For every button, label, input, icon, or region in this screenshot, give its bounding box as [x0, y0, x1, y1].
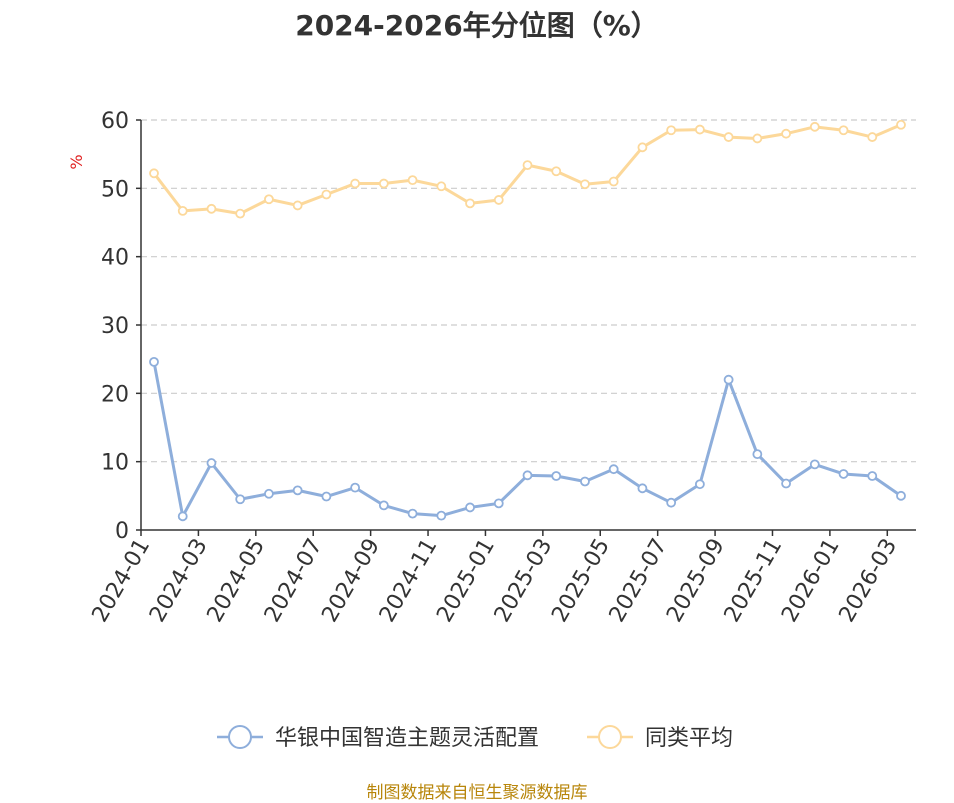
data-point: [551, 166, 562, 177]
data-point: [407, 175, 418, 186]
data-point: [465, 198, 475, 209]
chart-title: 2024-2026年分位图（%）: [295, 9, 659, 42]
data-point: [781, 128, 791, 139]
data-point: [666, 497, 677, 508]
y-tick-label: 50: [101, 177, 129, 202]
data-point: [809, 121, 820, 132]
data-point: [177, 511, 188, 522]
series-lines: [149, 119, 906, 522]
data-point: [694, 479, 705, 490]
y-tick-label: 40: [101, 246, 129, 271]
x-tick-label: 2026-03: [835, 535, 903, 627]
legend-marker-icon: [228, 725, 252, 749]
legend-item-1[interactable]: 同类平均: [587, 725, 733, 751]
data-point: [522, 470, 533, 481]
data-point: [838, 125, 849, 136]
data-point: [436, 510, 447, 521]
data-point: [637, 142, 648, 153]
data-point: [292, 200, 303, 211]
data-point: [149, 168, 159, 179]
data-point: [608, 176, 619, 187]
data-point: [206, 458, 217, 468]
data-point: [292, 485, 303, 496]
data-point: [896, 490, 906, 501]
data-point: [350, 178, 361, 189]
legend-marker-icon: [598, 725, 622, 749]
data-point: [809, 459, 820, 470]
y-axis-unit-label: %: [67, 154, 86, 169]
legend-label: 同类平均: [645, 726, 733, 751]
data-point: [723, 132, 734, 142]
data-point: [867, 132, 878, 142]
data-point: [493, 498, 504, 509]
legend-item-0[interactable]: 华银中国智造主题灵活配置: [217, 725, 539, 751]
data-point: [407, 508, 418, 519]
grid-lines: [141, 119, 916, 463]
data-point: [551, 471, 562, 481]
data-point: [867, 471, 878, 481]
y-tick-label: 10: [101, 451, 129, 476]
data-point: [781, 478, 791, 489]
data-point: [378, 178, 389, 189]
data-point: [580, 179, 590, 190]
data-point: [522, 160, 533, 171]
data-point: [235, 494, 246, 505]
legend[interactable]: 华银中国智造主题灵活配置 同类平均: [217, 725, 733, 751]
data-point: [608, 464, 619, 475]
data-point: [436, 181, 447, 192]
data-point: [838, 469, 849, 479]
data-point: [723, 374, 734, 385]
axes: 0102030405060%2024-012024-032024-052024-…: [67, 109, 916, 627]
y-tick-label: 30: [101, 314, 129, 339]
data-point: [465, 502, 475, 513]
data-point: [752, 133, 763, 144]
legend-label: 华银中国智造主题灵活配置: [275, 726, 539, 751]
data-point: [637, 483, 648, 494]
data-point: [896, 119, 906, 130]
data-point: [264, 194, 274, 205]
y-tick-label: 0: [115, 519, 129, 544]
data-point: [235, 208, 246, 219]
data-point: [177, 205, 188, 216]
data-point: [580, 476, 590, 487]
data-point: [350, 482, 361, 493]
data-point: [321, 491, 332, 502]
data-point: [378, 500, 389, 511]
y-tick-label: 20: [101, 382, 129, 407]
data-point: [752, 449, 763, 460]
data-point: [694, 124, 705, 135]
data-point: [264, 488, 274, 499]
source-note: 制图数据来自恒生聚源数据库: [366, 783, 588, 803]
data-point: [149, 356, 159, 367]
data-point: [206, 203, 217, 214]
data-point: [493, 195, 504, 205]
y-tick-label: 60: [101, 109, 129, 134]
data-point: [321, 189, 332, 200]
data-point: [666, 125, 677, 136]
